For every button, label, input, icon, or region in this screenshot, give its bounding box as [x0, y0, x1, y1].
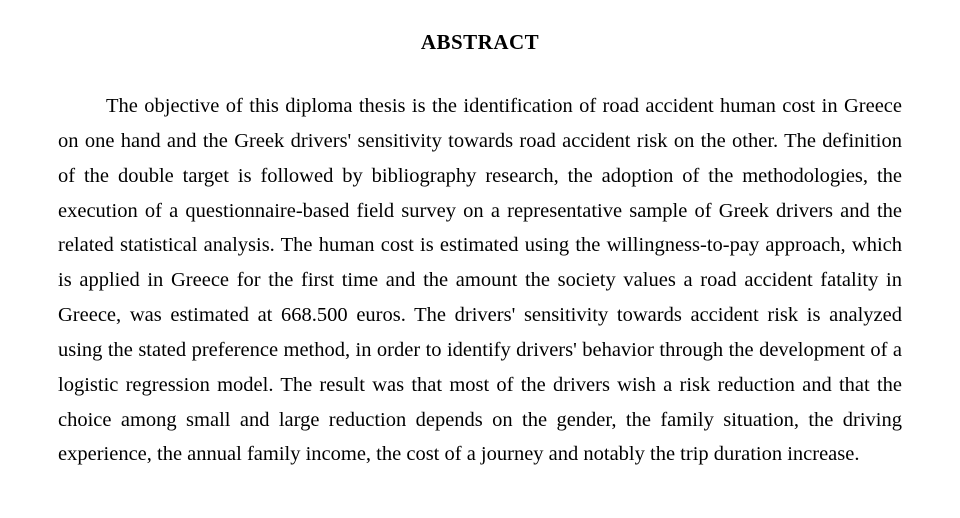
- abstract-title: ABSTRACT: [58, 30, 902, 55]
- document-page: ABSTRACT The objective of this diploma t…: [0, 0, 960, 518]
- abstract-body: The objective of this diploma thesis is …: [58, 89, 902, 472]
